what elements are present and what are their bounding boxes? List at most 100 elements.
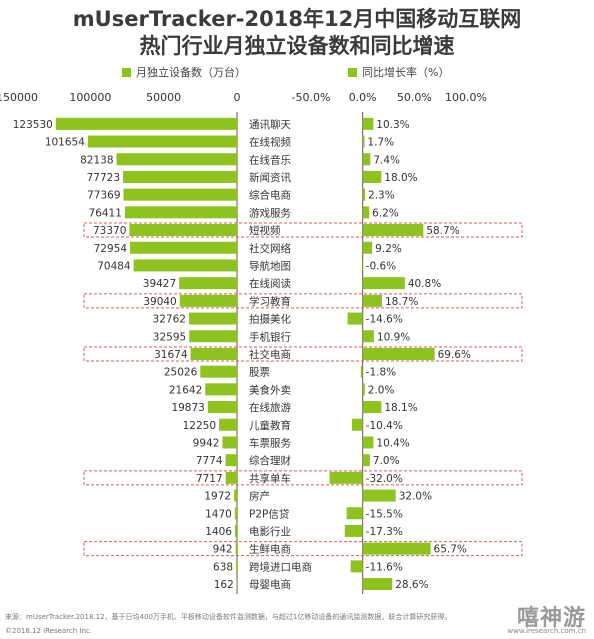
category-label: P2P信贷	[249, 507, 289, 520]
highlight-box	[83, 222, 523, 238]
category-label: 车票服务	[249, 436, 291, 449]
category-label: 社交网络	[249, 242, 291, 255]
left-bar	[234, 489, 237, 502]
left-bar-value-label: 19873	[171, 402, 204, 414]
left-bar-value-label: 82138	[80, 154, 113, 166]
category-label: 电影行业	[249, 525, 291, 538]
right-bar	[329, 471, 363, 484]
category-label: 拍摄美化	[249, 313, 291, 326]
left-axis-tick-label: 0	[234, 91, 241, 104]
left-bar	[123, 188, 237, 201]
left-bar-value-label: 32762	[153, 314, 186, 326]
left-bar	[225, 454, 237, 467]
left-bar-value-label: 73370	[93, 225, 126, 237]
category-label: 新闻资讯	[249, 171, 291, 184]
left-bar-value-label: 1972	[204, 491, 231, 503]
category-label: 短视频	[249, 224, 281, 237]
right-bar-value-label: 32.0%	[399, 491, 432, 503]
right-bar-value-label: 7.4%	[373, 154, 400, 166]
chart-title-line1: mUserTracker-2018年12月中国移动互联网	[72, 7, 522, 31]
right-bar	[350, 560, 363, 573]
left-bar	[130, 241, 237, 254]
category-label: 股票	[249, 367, 270, 379]
left-bar-value-label: 942	[213, 544, 233, 556]
left-bar	[234, 507, 237, 520]
left-bar	[207, 401, 237, 414]
right-bar-value-label: 1.7%	[367, 137, 394, 149]
left-bar	[129, 224, 237, 237]
left-bar-value-label: 1406	[205, 526, 232, 538]
right-bar-value-label: 2.3%	[368, 190, 395, 202]
left-bar-value-label: 7774	[196, 455, 223, 467]
left-bar-value-label: 12250	[183, 420, 216, 432]
right-bar-value-label: -0.6%	[366, 260, 396, 272]
category-label: 房产	[249, 490, 270, 503]
right-bar-value-label: -15.5%	[366, 508, 403, 520]
right-bar-value-label: 7.0%	[373, 455, 400, 467]
left-bar	[205, 383, 237, 396]
right-bar	[362, 294, 382, 307]
left-bar	[55, 117, 238, 130]
right-bar	[362, 259, 363, 272]
right-bar	[362, 241, 373, 254]
category-label: 母婴电商	[249, 578, 291, 591]
category-label: 跨境进口电商	[249, 560, 312, 573]
category-label: 在线阅读	[249, 277, 291, 290]
chart-svg: 150000 100000 50000 0 -50.0% 0.0% 50.0% 100.0% 1…	[0, 91, 523, 594]
legend-right-label: 同比增长率（%）	[362, 66, 450, 79]
category-label: 手机银行	[249, 330, 291, 343]
category-label: 综合理财	[249, 454, 291, 467]
category-label: 生鲜电商	[249, 543, 291, 556]
category-label: 共享单车	[249, 472, 291, 485]
right-bar	[362, 170, 382, 183]
right-bar	[362, 489, 396, 502]
left-bar-value-label: 76411	[89, 207, 122, 219]
right-bar-value-label: 28.6%	[395, 579, 428, 591]
left-bar-value-label: 101654	[45, 137, 85, 149]
right-bar	[362, 454, 370, 467]
right-bar-value-label: -14.6%	[366, 314, 403, 326]
right-bar-value-label: 9.2%	[375, 243, 402, 255]
right-bar-value-label: -17.3%	[366, 526, 403, 538]
highlight-box	[83, 293, 523, 309]
right-bar	[362, 383, 365, 396]
category-label: 通讯聊天	[249, 118, 291, 131]
left-bar-value-label: 31674	[154, 349, 188, 361]
right-bar-value-label: 10.3%	[376, 119, 409, 131]
right-bar	[362, 542, 431, 555]
left-bar	[236, 560, 237, 573]
left-bar	[116, 153, 237, 166]
right-bar-value-label: -1.8%	[366, 367, 396, 379]
left-bar	[200, 365, 237, 378]
left-bar-value-label: 32595	[153, 331, 186, 343]
category-label: 儿童教育	[249, 419, 291, 432]
left-bar-value-label: 638	[213, 561, 233, 573]
category-label: 在线旅游	[249, 401, 291, 414]
left-axis-tick-label: 150000	[0, 91, 38, 104]
right-bar	[362, 578, 393, 591]
right-bar	[362, 224, 424, 237]
right-axis-tick-label: 100.0%	[445, 91, 487, 104]
category-label: 综合电商	[249, 189, 291, 202]
left-bar	[123, 170, 237, 183]
category-label: 学习教育	[249, 295, 291, 308]
right-bar	[344, 524, 363, 537]
right-bar-value-label: 2.0%	[368, 384, 395, 396]
left-bar	[225, 471, 237, 484]
right-bar	[362, 277, 405, 290]
right-bar	[362, 153, 371, 166]
right-bar	[362, 206, 370, 219]
left-bar	[189, 330, 237, 343]
left-bar-value-label: 1470	[205, 508, 232, 520]
left-bar	[179, 294, 237, 307]
legend-left: 月独立设备数（万台）	[122, 64, 246, 80]
highlight-box	[83, 541, 523, 557]
category-label: 美食外卖	[249, 383, 291, 396]
left-bar	[234, 524, 237, 537]
left-axis-tick-label: 50000	[146, 91, 181, 104]
right-bar	[362, 330, 374, 343]
left-bar	[222, 436, 237, 449]
left-bar-value-label: 72954	[94, 243, 128, 255]
right-bar-value-label: -11.6%	[366, 561, 403, 573]
right-bar	[362, 401, 382, 414]
